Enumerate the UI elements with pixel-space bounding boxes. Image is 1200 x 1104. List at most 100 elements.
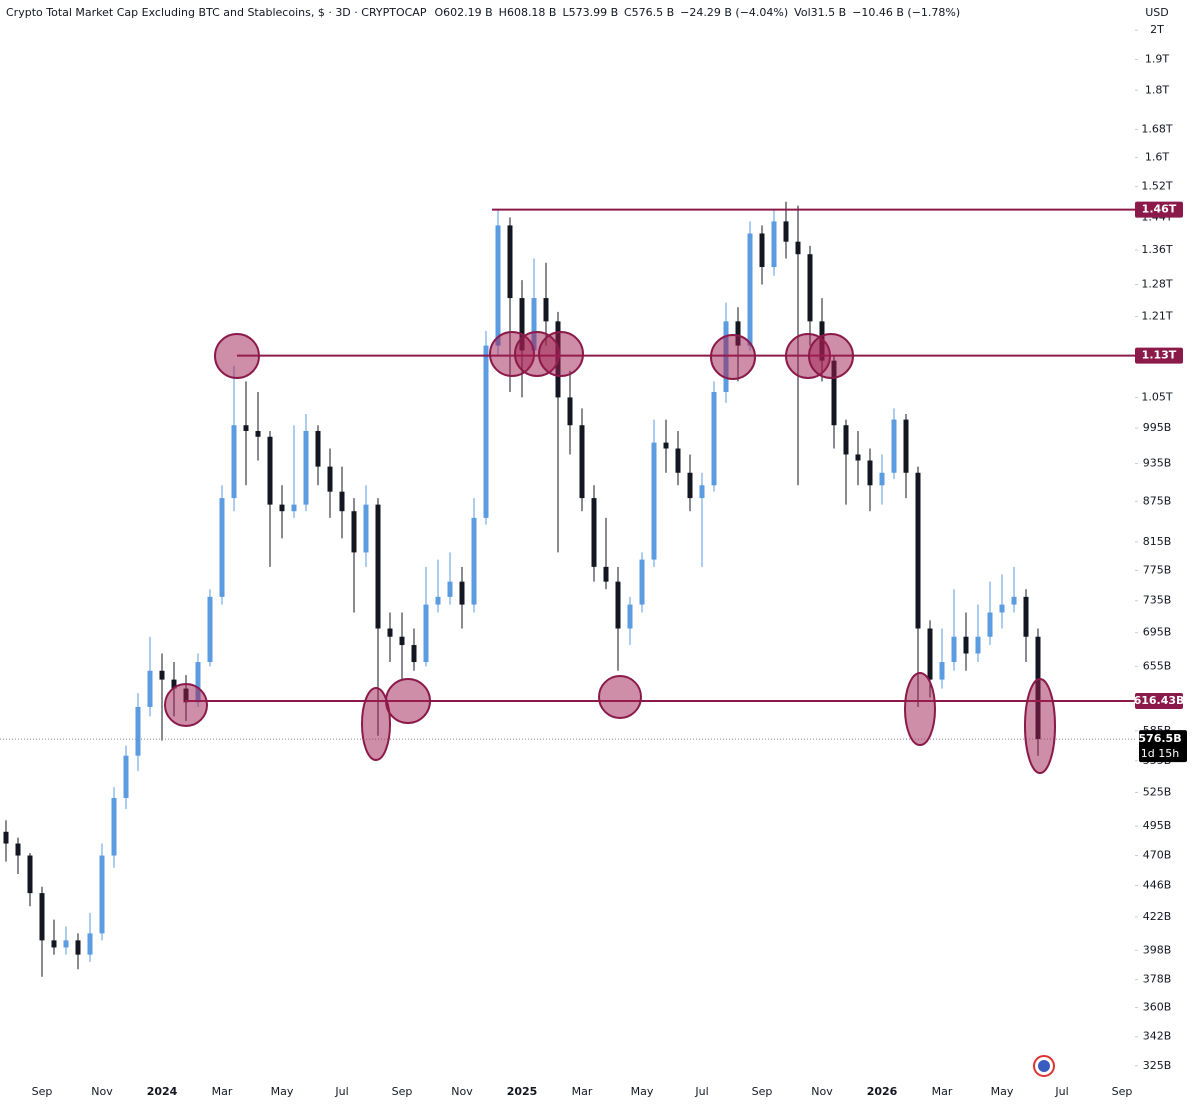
candle-body [603, 566, 609, 582]
y-tick-label: 1.6T [1145, 150, 1169, 163]
candle-body [663, 442, 669, 449]
candle-body [963, 636, 969, 654]
candle-body [867, 460, 873, 486]
y-tick-label: 2T [1150, 23, 1164, 36]
candle-body [399, 636, 405, 646]
candle-body [267, 436, 273, 505]
x-tick-label: 2024 [147, 1085, 178, 1098]
x-tick-label: Sep [32, 1085, 53, 1098]
chart-title: Crypto Total Market Cap Excluding BTC an… [6, 6, 427, 19]
candle-body [471, 517, 477, 605]
y-tick-label: 1.8T [1145, 83, 1169, 96]
candle-body [771, 221, 777, 268]
candle-body [831, 360, 837, 426]
candle-body [747, 233, 753, 346]
candle-body [651, 442, 657, 560]
annotation-ellipse [361, 687, 391, 761]
candle-body [279, 504, 285, 512]
annotation-circle [214, 333, 260, 379]
annotation-circle [538, 331, 584, 377]
candle-body [3, 831, 9, 844]
candle-body [903, 419, 909, 473]
candle-body [99, 855, 105, 934]
candle-body [315, 430, 321, 467]
x-tick-label: Mar [932, 1085, 953, 1098]
last-price-label: 576.5B [1138, 732, 1181, 745]
candle-body [327, 466, 333, 492]
y-tick-label: 1.36T [1141, 243, 1172, 256]
candle-body [123, 755, 129, 798]
countdown-label: 1d 15h [1141, 747, 1179, 760]
candle-body [147, 670, 153, 707]
y-tick-label: 1.28T [1141, 278, 1172, 291]
candle-body [687, 472, 693, 499]
annotation-circle [710, 334, 756, 380]
candle-body [843, 425, 849, 455]
x-tick-label: Jul [334, 1085, 348, 1098]
candle-body [699, 485, 705, 499]
candle-body [171, 679, 177, 689]
candle-body [159, 670, 165, 680]
candle-body [783, 221, 789, 242]
candle-body [459, 581, 465, 605]
y-tick-label: 325B [1143, 1059, 1172, 1072]
candle-body [879, 472, 885, 486]
candle-body [759, 233, 765, 268]
candle-body [987, 612, 993, 637]
y-tick-label: 1.52T [1141, 180, 1172, 193]
legend-value: L573.99 B [562, 6, 617, 19]
currency-label: USD [1145, 6, 1169, 19]
annotations [164, 331, 1056, 774]
y-tick-label: 1.05T [1141, 390, 1172, 403]
y-tick-label: 875B [1143, 494, 1172, 507]
y-tick-label: 655B [1143, 659, 1172, 672]
candle-body [303, 430, 309, 505]
last-price-bg [1139, 730, 1187, 763]
y-tick-label: 378B [1143, 973, 1172, 986]
candle-body [675, 448, 681, 473]
x-tick-label: May [991, 1085, 1014, 1098]
candle-body [255, 430, 261, 437]
candle-body [351, 511, 357, 553]
candle-body [447, 581, 453, 597]
candle-body [87, 933, 93, 955]
y-tick-label: 1.68T [1141, 123, 1172, 136]
candle-body [711, 392, 717, 486]
candle-body [195, 662, 201, 703]
candle-body [51, 940, 57, 948]
candle-body [999, 604, 1005, 613]
candle-body [951, 636, 957, 663]
annotation-circle [598, 675, 642, 719]
level-label: 1.46T [1142, 203, 1177, 216]
candle-body [483, 345, 489, 518]
annotation-circle [164, 683, 208, 727]
level-label-bg [1135, 347, 1183, 364]
candle-body [1023, 596, 1029, 637]
candle-body [423, 604, 429, 663]
candle-body [363, 504, 369, 553]
candle-body [567, 397, 573, 426]
candle-body [975, 636, 981, 654]
x-tick-label: Nov [451, 1085, 473, 1098]
candle-body [627, 604, 633, 629]
x-tick-label: Nov [811, 1085, 833, 1098]
legend-value: O602.19 B [434, 6, 492, 19]
annotation-circle [385, 678, 431, 724]
x-tick-label: Mar [212, 1085, 233, 1098]
annotation-circle [808, 333, 854, 379]
y-tick-label: 695B [1143, 626, 1172, 639]
x-tick-label: Sep [392, 1085, 413, 1098]
candle-body [579, 425, 585, 499]
legend-value: H608.18 B [499, 6, 557, 19]
level-label: 1.13T [1142, 349, 1177, 362]
y-tick-label: 1.9T [1145, 52, 1169, 65]
candle-body [135, 706, 141, 756]
x-tick-label: 2025 [507, 1085, 538, 1098]
y-tick-label: 815B [1143, 535, 1172, 548]
candle-body [207, 596, 213, 663]
y-tick-label: 495B [1143, 819, 1172, 832]
candle-body [939, 662, 945, 680]
y-tick-label: 935B [1143, 457, 1172, 470]
candle-body [375, 504, 381, 629]
